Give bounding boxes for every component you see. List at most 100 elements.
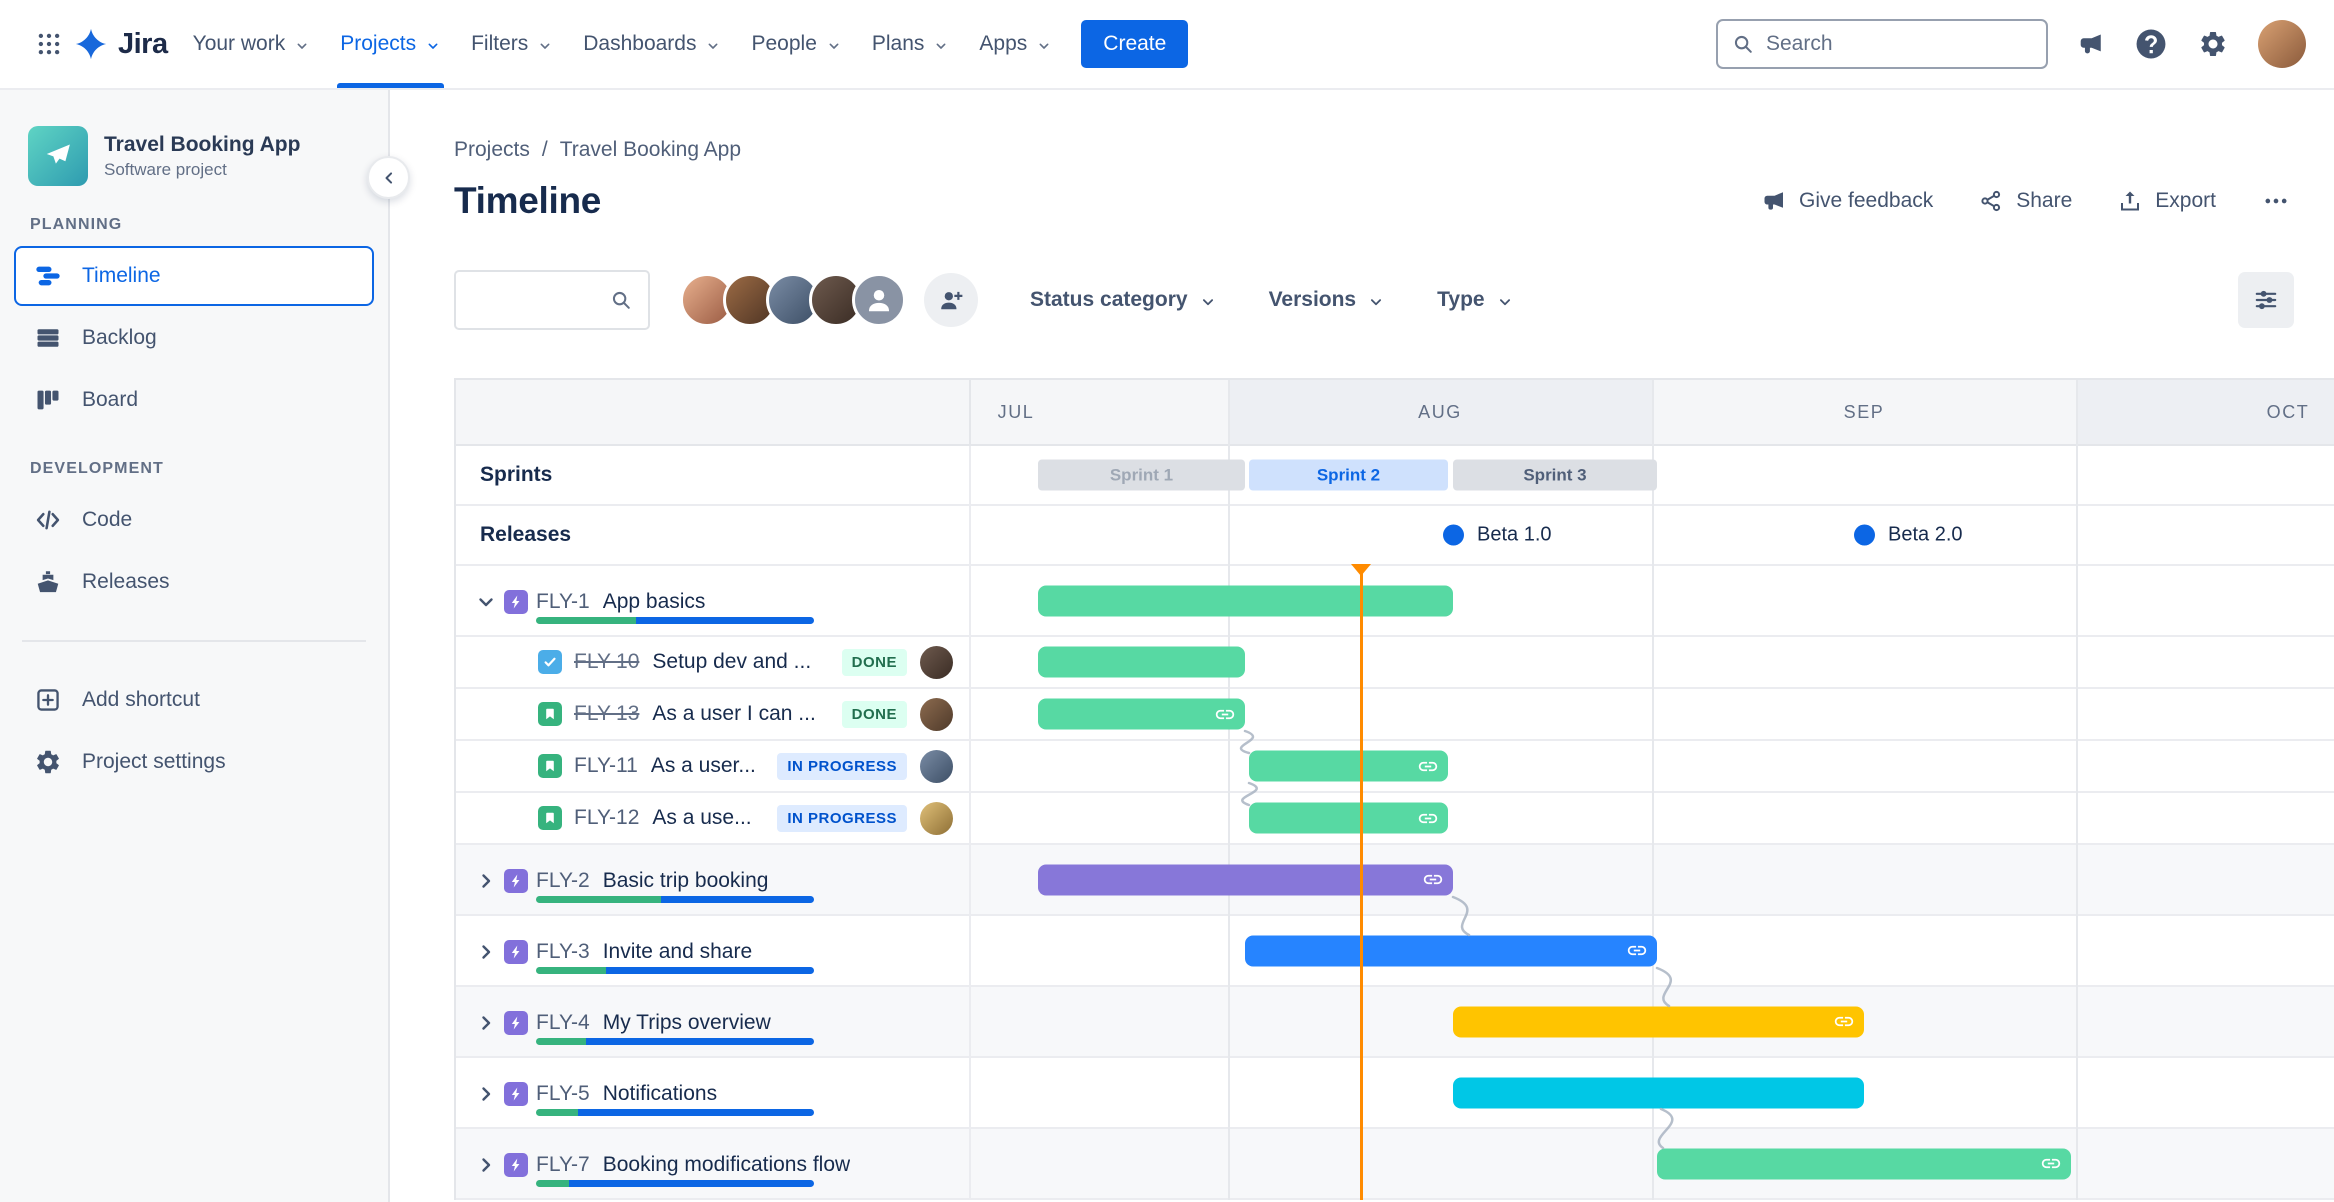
timeline-bar-fly-2[interactable] bbox=[1038, 864, 1453, 895]
release-marker-beta-2-0[interactable]: Beta 2.0 bbox=[1854, 524, 1963, 547]
row-header-fly-4[interactable]: FLY-4 My Trips overview bbox=[456, 987, 971, 1056]
assignee-avatar[interactable] bbox=[920, 801, 953, 835]
month-label-sep: SEP bbox=[1843, 401, 1885, 422]
row-header-fly-12[interactable]: FLY-12 As a use... IN PROGRESS bbox=[456, 793, 971, 843]
versions-label: Versions bbox=[1268, 288, 1357, 311]
jira-wordmark: Jira bbox=[118, 27, 168, 60]
sprint-chip-sprint-3[interactable]: Sprint 3 bbox=[1453, 459, 1657, 491]
month-gridline bbox=[1652, 380, 1654, 1200]
global-search[interactable] bbox=[1716, 19, 2048, 69]
assignee-avatar[interactable] bbox=[920, 749, 953, 783]
timeline-bar-fly-10[interactable] bbox=[1038, 646, 1245, 678]
row-header-fly-10[interactable]: FLY-10 Setup dev and ... DONE bbox=[456, 637, 971, 687]
timeline-bar-fly-1[interactable] bbox=[1038, 585, 1453, 616]
jira-logo[interactable]: Jira bbox=[74, 27, 168, 61]
timeline-bar-fly-3[interactable] bbox=[1245, 935, 1657, 966]
timeline-search[interactable] bbox=[454, 270, 650, 330]
help-icon[interactable] bbox=[2134, 27, 2168, 61]
more-actions-button[interactable] bbox=[2262, 187, 2290, 215]
sidebar-item-code[interactable]: Code bbox=[14, 490, 374, 550]
chevron-right-icon[interactable] bbox=[474, 1011, 498, 1035]
versions-filter[interactable]: Versions bbox=[1269, 288, 1386, 312]
chevron-right-icon[interactable] bbox=[474, 1153, 498, 1177]
sidebar-item-releases[interactable]: Releases bbox=[14, 552, 374, 612]
create-button[interactable]: Create bbox=[1081, 20, 1189, 68]
nav-item-apps[interactable]: Apps bbox=[964, 0, 1067, 88]
sidebar-item-board[interactable]: Board bbox=[14, 370, 374, 430]
export-button[interactable]: Export bbox=[2118, 189, 2216, 213]
sprint-chip-sprint-1[interactable]: Sprint 1 bbox=[1038, 459, 1245, 491]
epic-progress-bar bbox=[536, 896, 814, 903]
filter-avatar-5[interactable] bbox=[852, 273, 906, 327]
timeline-bar-fly-11[interactable] bbox=[1249, 750, 1448, 782]
nav-item-your-work[interactable]: Your work bbox=[178, 0, 326, 88]
release-marker-beta-1-0[interactable]: Beta 1.0 bbox=[1443, 524, 1552, 547]
chevron-right-icon[interactable] bbox=[474, 869, 498, 893]
settings-icon[interactable] bbox=[2198, 29, 2228, 59]
share-button[interactable]: Share bbox=[1979, 189, 2072, 213]
row-header-fly-1[interactable]: FLY-1 App basics bbox=[456, 566, 971, 635]
status-category-filter[interactable]: Status category bbox=[1030, 288, 1217, 312]
releases-track: Beta 1.0 Beta 2.0 bbox=[971, 506, 2334, 564]
task-icon bbox=[538, 650, 562, 674]
project-name: Travel Booking App bbox=[104, 132, 301, 156]
timeline-bar-fly-4[interactable] bbox=[1453, 1006, 1864, 1037]
row-header-fly-11[interactable]: FLY-11 As a user... IN PROGRESS bbox=[456, 741, 971, 791]
sidebar-item-add-shortcut[interactable]: Add shortcut bbox=[14, 670, 374, 730]
row-header-fly-7[interactable]: FLY-7 Booking modifications flow bbox=[456, 1129, 971, 1198]
row-header-fly-2[interactable]: FLY-2 Basic trip booking bbox=[456, 845, 971, 914]
nav-item-people[interactable]: People bbox=[736, 0, 856, 88]
project-sidebar: Travel Booking App Software project PLAN… bbox=[0, 90, 410, 1202]
nav-item-plans[interactable]: Plans bbox=[857, 0, 965, 88]
timeline-row-fly-11: FLY-11 As a user... IN PROGRESS bbox=[456, 741, 2334, 793]
megaphone-icon bbox=[1762, 189, 1786, 213]
row-header-fly-3[interactable]: FLY-3 Invite and share bbox=[456, 916, 971, 985]
plane-icon bbox=[43, 141, 73, 171]
assignee-avatar[interactable] bbox=[920, 645, 953, 679]
timeline-row-fly-12: FLY-12 As a use... IN PROGRESS bbox=[456, 793, 2334, 845]
announcements-icon[interactable] bbox=[2078, 31, 2104, 57]
global-search-input[interactable] bbox=[1766, 32, 2032, 56]
sidebar-item-timeline[interactable]: Timeline bbox=[14, 246, 374, 306]
breadcrumb-projects-link[interactable]: Projects bbox=[454, 138, 530, 161]
give-feedback-button[interactable]: Give feedback bbox=[1762, 189, 1933, 213]
project-type: Software project bbox=[104, 159, 227, 179]
project-meta: Travel Booking App Software project bbox=[104, 133, 300, 180]
row-header-fly-13[interactable]: FLY-13 As a user I can ... DONE bbox=[456, 689, 971, 739]
timeline-bar-fly-5[interactable] bbox=[1453, 1077, 1864, 1108]
sidebar-collapse-button[interactable] bbox=[367, 156, 410, 199]
progress-done-segment bbox=[536, 896, 662, 903]
epic-progress-bar bbox=[536, 1180, 814, 1187]
issue-name: My Trips overview bbox=[602, 1011, 771, 1034]
chevron-right-icon[interactable] bbox=[474, 940, 498, 964]
app-switcher-button[interactable] bbox=[28, 23, 70, 65]
timeline-bar-fly-13[interactable] bbox=[1038, 698, 1245, 730]
timeline-row-fly-10: FLY-10 Setup dev and ... DONE bbox=[456, 637, 2334, 689]
timeline-search-input[interactable] bbox=[472, 288, 610, 312]
jira-mark-icon bbox=[74, 27, 108, 61]
release-label: Beta 1.0 bbox=[1477, 523, 1552, 546]
nav-item-dashboards[interactable]: Dashboards bbox=[568, 0, 736, 88]
issue-name: Booking modifications flow bbox=[602, 1153, 851, 1176]
sprint-chip-sprint-2[interactable]: Sprint 2 bbox=[1249, 459, 1448, 491]
nav-item-filters[interactable]: Filters bbox=[456, 0, 568, 88]
sidebar-item-label: Code bbox=[82, 508, 133, 531]
nav-item-label: Dashboards bbox=[583, 32, 697, 55]
type-filter[interactable]: Type bbox=[1437, 288, 1513, 312]
timeline-bar-fly-12[interactable] bbox=[1249, 802, 1448, 834]
sidebar-item-backlog[interactable]: Backlog bbox=[14, 308, 374, 368]
user-avatar[interactable] bbox=[2258, 20, 2306, 68]
breadcrumb-project-link[interactable]: Travel Booking App bbox=[559, 138, 742, 161]
progress-done-segment bbox=[536, 1038, 587, 1045]
sidebar-item-project-settings[interactable]: Project settings bbox=[14, 732, 374, 792]
add-people-button[interactable] bbox=[924, 273, 978, 327]
view-settings-button[interactable] bbox=[2238, 272, 2294, 328]
assignee-avatar[interactable] bbox=[920, 697, 953, 731]
timeline-bar-fly-7[interactable] bbox=[1657, 1148, 2071, 1179]
chevron-right-icon[interactable] bbox=[474, 1082, 498, 1106]
epic-progress-bar bbox=[536, 1109, 814, 1116]
row-header-fly-5[interactable]: FLY-5 Notifications bbox=[456, 1058, 971, 1127]
timeline-row-fly-4: FLY-4 My Trips overview bbox=[456, 987, 2334, 1058]
nav-item-projects[interactable]: Projects bbox=[325, 0, 456, 88]
chevron-down-icon[interactable] bbox=[474, 590, 498, 614]
